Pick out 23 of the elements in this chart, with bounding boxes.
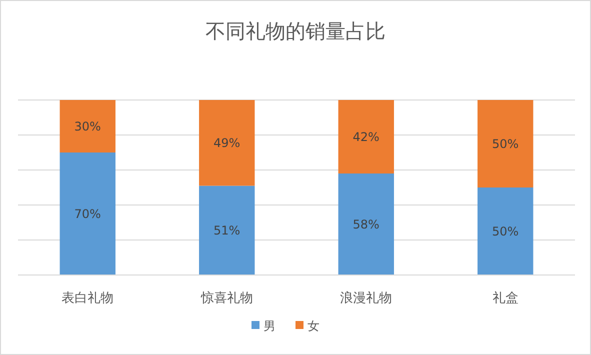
chart-title: 不同礼物的销量占比 — [206, 19, 386, 43]
data-label: 42% — [352, 130, 380, 144]
bar — [199, 186, 255, 275]
x-tick-label: 惊喜礼物 — [200, 290, 253, 306]
bar — [60, 100, 116, 152]
bar — [60, 152, 116, 275]
x-tick-label: 浪漫礼物 — [340, 290, 392, 306]
bar — [199, 100, 255, 186]
bar — [338, 174, 394, 275]
data-label: 49% — [214, 136, 240, 150]
legend-label: 男 — [264, 319, 276, 333]
data-label: 51% — [214, 223, 240, 238]
legend-label: 女 — [308, 319, 320, 333]
data-label: 50% — [492, 224, 519, 238]
bar — [478, 188, 534, 275]
data-label: 70% — [74, 206, 101, 221]
data-label: 50% — [492, 136, 519, 151]
bar — [478, 100, 534, 188]
bar — [338, 100, 394, 174]
x-tick-label: 礼盒 — [492, 291, 518, 306]
data-label: 58% — [352, 217, 380, 232]
data-label: 30% — [74, 119, 101, 134]
x-tick-label: 表白礼物 — [62, 291, 114, 306]
